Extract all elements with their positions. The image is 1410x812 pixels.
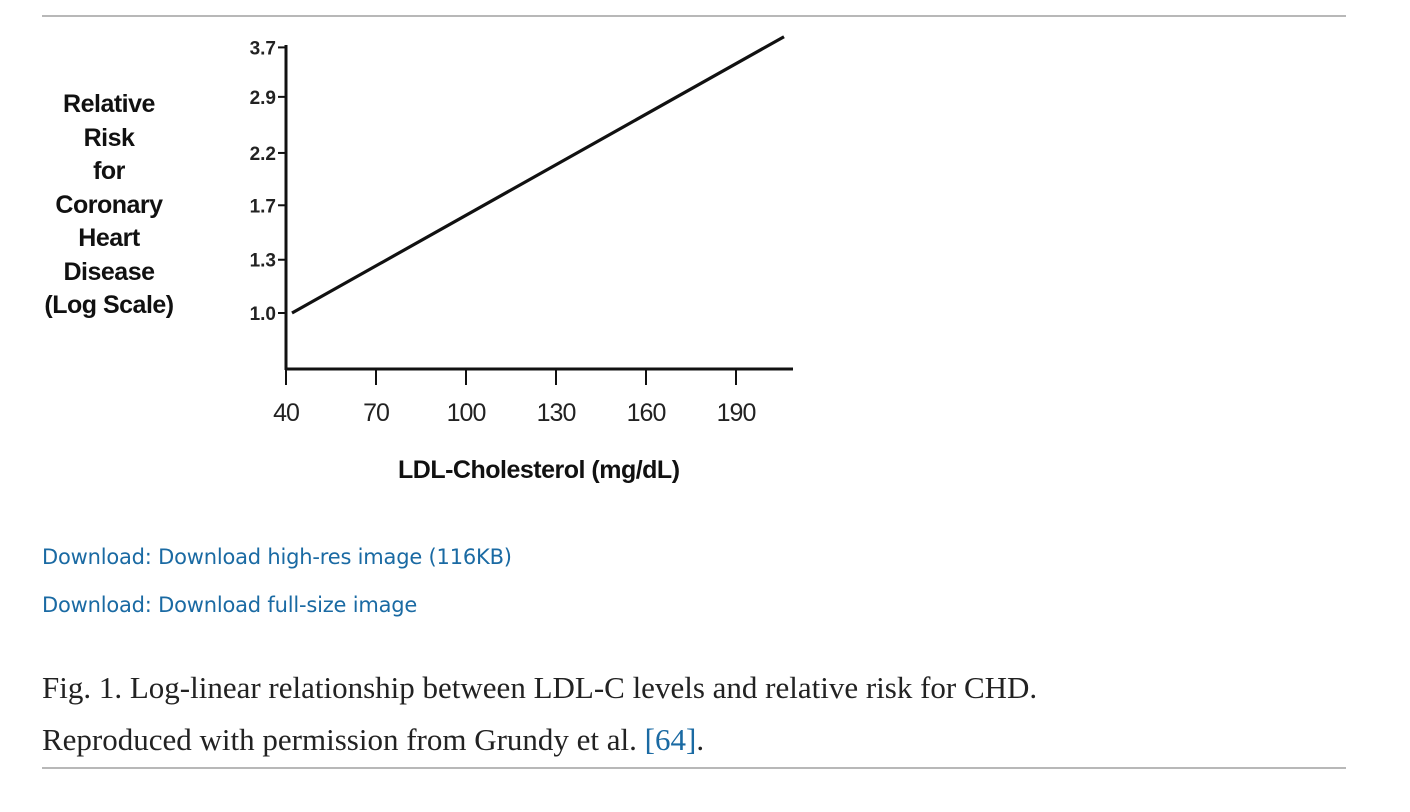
figure-caption-line2: Reproduced with permission from Grundy e… (42, 722, 704, 758)
x-tick-label: 100 (447, 399, 486, 427)
caption-period: . (696, 722, 705, 757)
y-axis-label-line: (Log Scale) (44, 291, 174, 319)
y-axis-label-line: for (93, 157, 125, 185)
x-tick-label: 70 (363, 399, 389, 427)
x-tick-label: 40 (273, 399, 299, 427)
y-axis-label: Relative Risk for Coronary Heart Disease (Log … (30, 88, 188, 323)
x-tick-label: 160 (627, 399, 666, 427)
y-axis-label-line: Coronary (55, 190, 163, 219)
figure-caption-line1: Fig. 1. Log-linear relationship between … (42, 670, 1038, 705)
y-tick-label: 1.3 (250, 251, 276, 272)
caption-text: Reproduced with permission from Grundy e… (42, 722, 645, 757)
y-tick-label: 1.0 (250, 304, 276, 325)
x-axis-label: LDL-Cholesterol (mg/dL) (398, 456, 680, 484)
chart-plot: 3.7 2.9 2.2 1.7 1.3 1.0 40 70 100 130 160 190 (250, 35, 793, 427)
x-tick-label: 130 (537, 399, 576, 427)
download-highres-link[interactable]: Download: Download high-res image (116KB… (42, 545, 512, 569)
series-line (291, 35, 785, 315)
y-tick-label: 3.7 (250, 38, 276, 59)
top-divider (42, 15, 1346, 17)
y-axis-label-line: Disease (63, 257, 155, 286)
reference-link[interactable]: [64] (644, 722, 697, 757)
y-axis-label-line: Relative (63, 90, 155, 118)
y-axis-label-line: Risk (83, 123, 135, 152)
download-fullsize-link[interactable]: Download: Download full-size image (42, 593, 418, 617)
y-tick-label: 2.2 (250, 144, 276, 165)
x-tick-label: 190 (717, 399, 756, 427)
y-tick-label: 1.7 (250, 196, 276, 217)
y-tick-label: 2.9 (250, 88, 276, 109)
y-axis-label-line: Heart (78, 224, 140, 252)
bottom-divider (42, 767, 1346, 769)
